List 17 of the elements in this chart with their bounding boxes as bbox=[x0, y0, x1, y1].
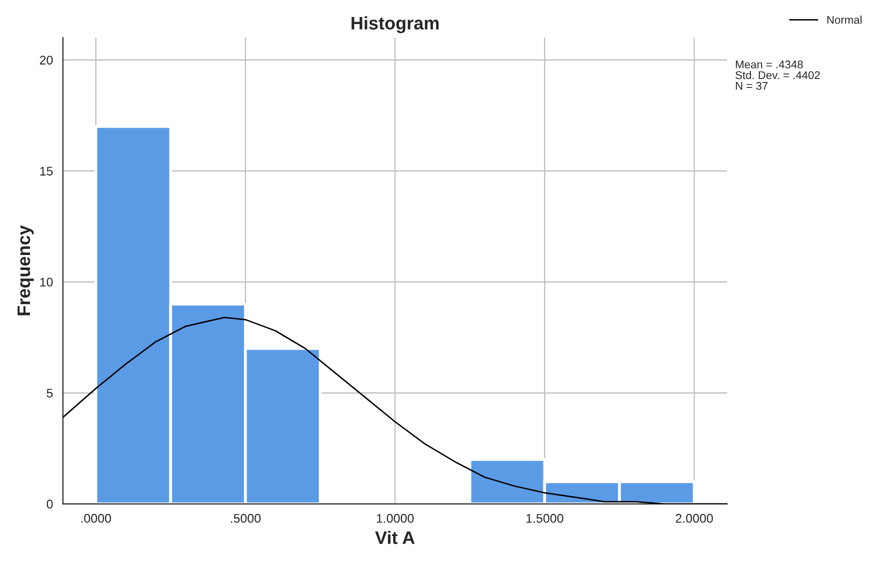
y-tick-label: 0 bbox=[46, 500, 53, 509]
y-tick-label: 20 bbox=[40, 56, 53, 65]
x-tick-label: 1.0000 bbox=[376, 514, 414, 523]
text: N = 37 bbox=[736, 82, 768, 90]
x-tick-label: .0000 bbox=[81, 514, 111, 523]
y-axis-title: Frequency bbox=[18, 225, 34, 316]
y-tick-label: 5 bbox=[46, 388, 53, 398]
x-tick-label: 1.5000 bbox=[526, 514, 564, 523]
x-tick-label: 2.0000 bbox=[676, 514, 713, 523]
x-tick-label: .5000 bbox=[230, 514, 261, 523]
y-tick-label: 15 bbox=[40, 166, 53, 176]
x-axis-title: Vit A bbox=[375, 530, 415, 544]
text: Mean = .4348 bbox=[736, 60, 803, 68]
chart-title: Histogram bbox=[352, 16, 439, 34]
text: Std. Dev. = .4402 bbox=[736, 70, 820, 80]
y-tick-label: 10 bbox=[40, 278, 53, 287]
legend-label: Normal bbox=[827, 16, 862, 24]
